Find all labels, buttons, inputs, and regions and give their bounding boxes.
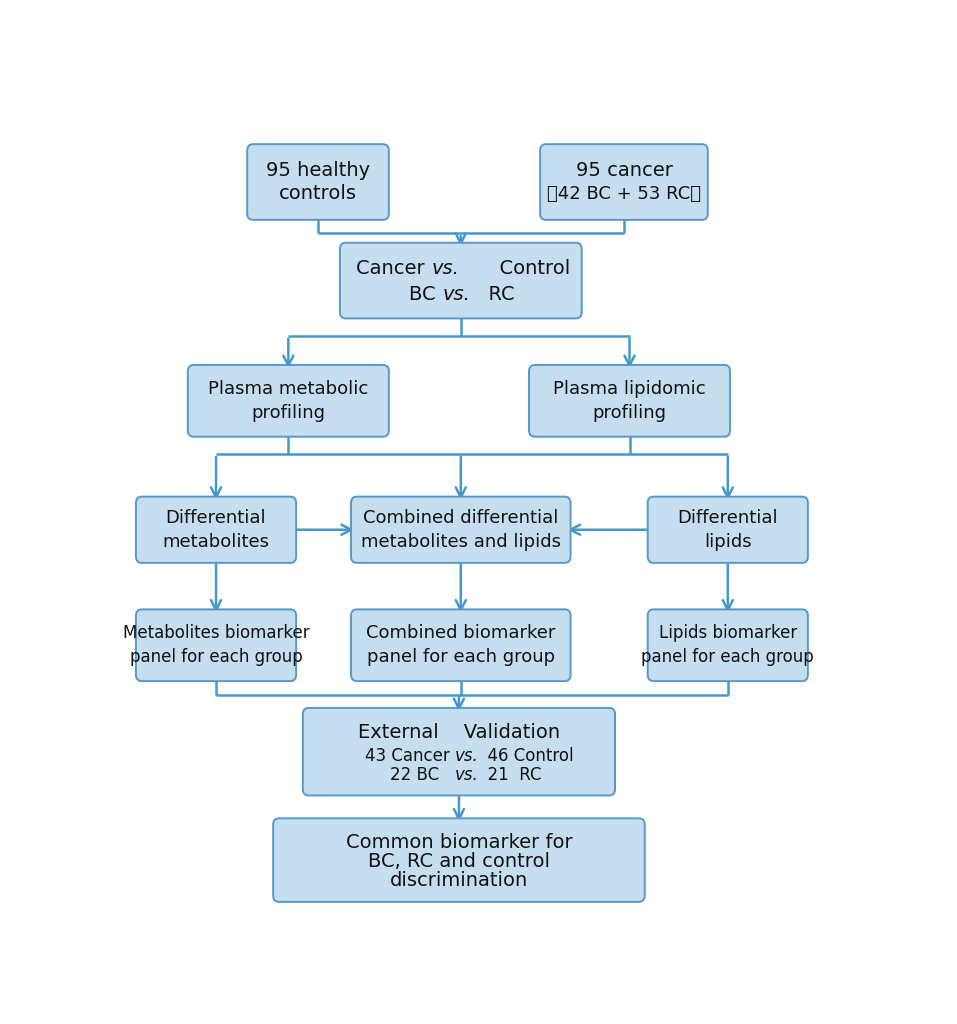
Text: RC: RC [476, 286, 514, 304]
Text: panel for each group: panel for each group [367, 648, 555, 666]
FancyBboxPatch shape [540, 144, 708, 220]
FancyBboxPatch shape [529, 365, 730, 436]
Text: vs.: vs. [442, 286, 470, 304]
Text: metabolites and lipids: metabolites and lipids [361, 532, 561, 551]
FancyBboxPatch shape [273, 818, 645, 902]
FancyBboxPatch shape [340, 243, 582, 318]
Text: Differential: Differential [166, 509, 266, 527]
Text: discrimination: discrimination [389, 871, 528, 890]
Text: 95 healthy: 95 healthy [266, 161, 370, 179]
Text: Plasma lipidomic: Plasma lipidomic [553, 380, 706, 398]
FancyBboxPatch shape [247, 144, 389, 220]
FancyBboxPatch shape [648, 609, 808, 681]
Text: metabolites: metabolites [163, 532, 270, 551]
Text: Metabolites biomarker: Metabolites biomarker [122, 625, 309, 642]
Text: Common biomarker for: Common biomarker for [345, 834, 572, 852]
FancyBboxPatch shape [302, 708, 615, 796]
Text: Combined biomarker: Combined biomarker [367, 625, 555, 642]
FancyBboxPatch shape [136, 609, 296, 681]
FancyBboxPatch shape [351, 609, 570, 681]
FancyBboxPatch shape [136, 497, 296, 563]
Text: External    Validation: External Validation [358, 723, 560, 742]
Text: Combined differential: Combined differential [363, 509, 559, 527]
Text: Plasma metabolic: Plasma metabolic [209, 380, 368, 398]
Text: profiling: profiling [252, 403, 325, 422]
Text: 21  RC: 21 RC [478, 766, 542, 784]
Text: vs.: vs. [456, 766, 479, 784]
Text: lipids: lipids [704, 532, 751, 551]
Text: （42 BC + 53 RC）: （42 BC + 53 RC） [547, 185, 701, 203]
Text: profiling: profiling [592, 403, 666, 422]
Text: Control: Control [487, 259, 570, 279]
Text: vs.: vs. [456, 746, 479, 765]
Text: vs.: vs. [432, 259, 459, 279]
Text: Cancer: Cancer [356, 259, 432, 279]
Text: BC, RC and control: BC, RC and control [367, 852, 550, 871]
FancyBboxPatch shape [351, 497, 570, 563]
Text: BC: BC [410, 286, 442, 304]
Text: 95 cancer: 95 cancer [575, 161, 673, 179]
Text: Differential: Differential [678, 509, 778, 527]
Text: 43 Cancer: 43 Cancer [366, 746, 456, 765]
FancyBboxPatch shape [188, 365, 389, 436]
Text: panel for each group: panel for each group [641, 648, 814, 666]
Text: Lipids biomarker: Lipids biomarker [658, 625, 797, 642]
Text: controls: controls [279, 184, 357, 204]
FancyBboxPatch shape [648, 497, 808, 563]
Text: 46 Control: 46 Control [478, 746, 574, 765]
Text: panel for each group: panel for each group [129, 648, 302, 666]
Text: 22 BC: 22 BC [390, 766, 456, 784]
